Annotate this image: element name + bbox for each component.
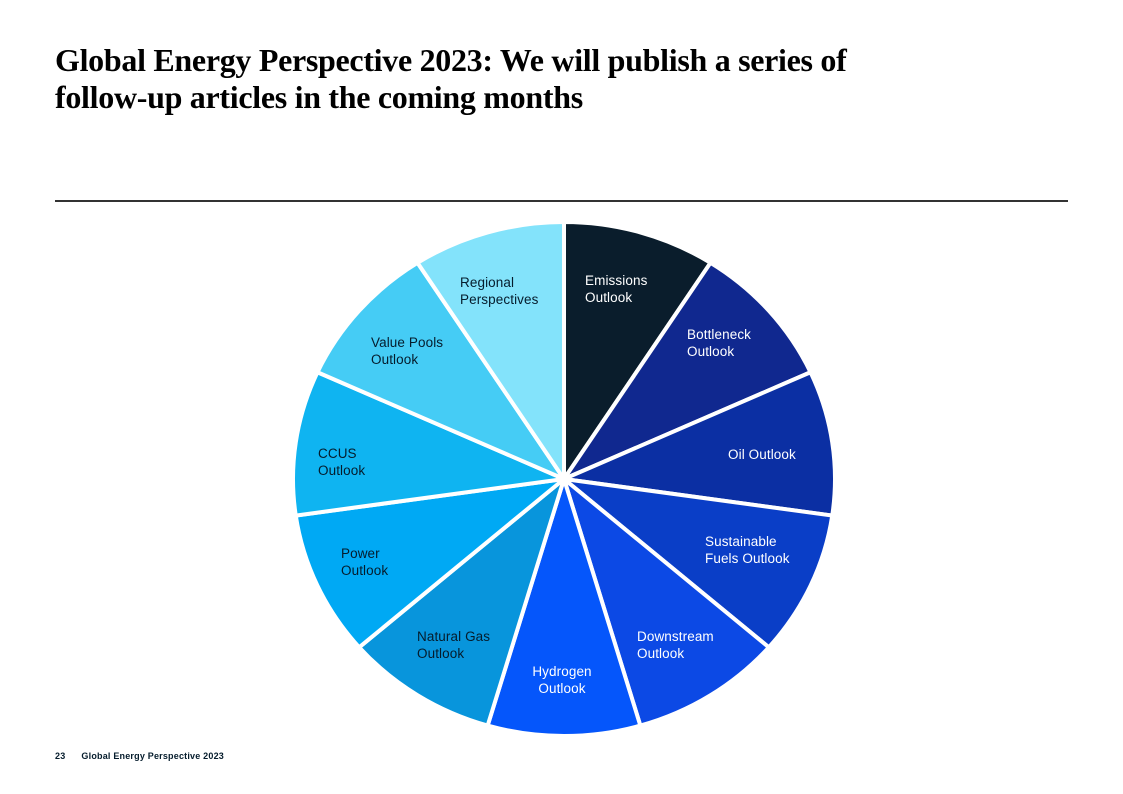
pie-slice	[414, 219, 566, 486]
pie-slice	[356, 473, 568, 729]
pie-slice	[293, 476, 571, 651]
divider-line	[55, 200, 1068, 202]
footer-label: Global Energy Perspective 2023	[81, 751, 224, 761]
pie-slice	[291, 369, 572, 518]
footer: 23 Global Energy Perspective 2023	[55, 751, 224, 761]
page-number: 23	[55, 751, 66, 761]
pie-slice	[558, 260, 814, 484]
pie-slice	[556, 369, 837, 518]
pie-slice	[314, 260, 570, 484]
pie-slice	[560, 473, 772, 729]
pie-slice	[485, 472, 643, 738]
page-title: Global Energy Perspective 2023: We will …	[55, 42, 847, 115]
pie-slice	[562, 219, 714, 486]
pie-slice	[557, 476, 835, 651]
